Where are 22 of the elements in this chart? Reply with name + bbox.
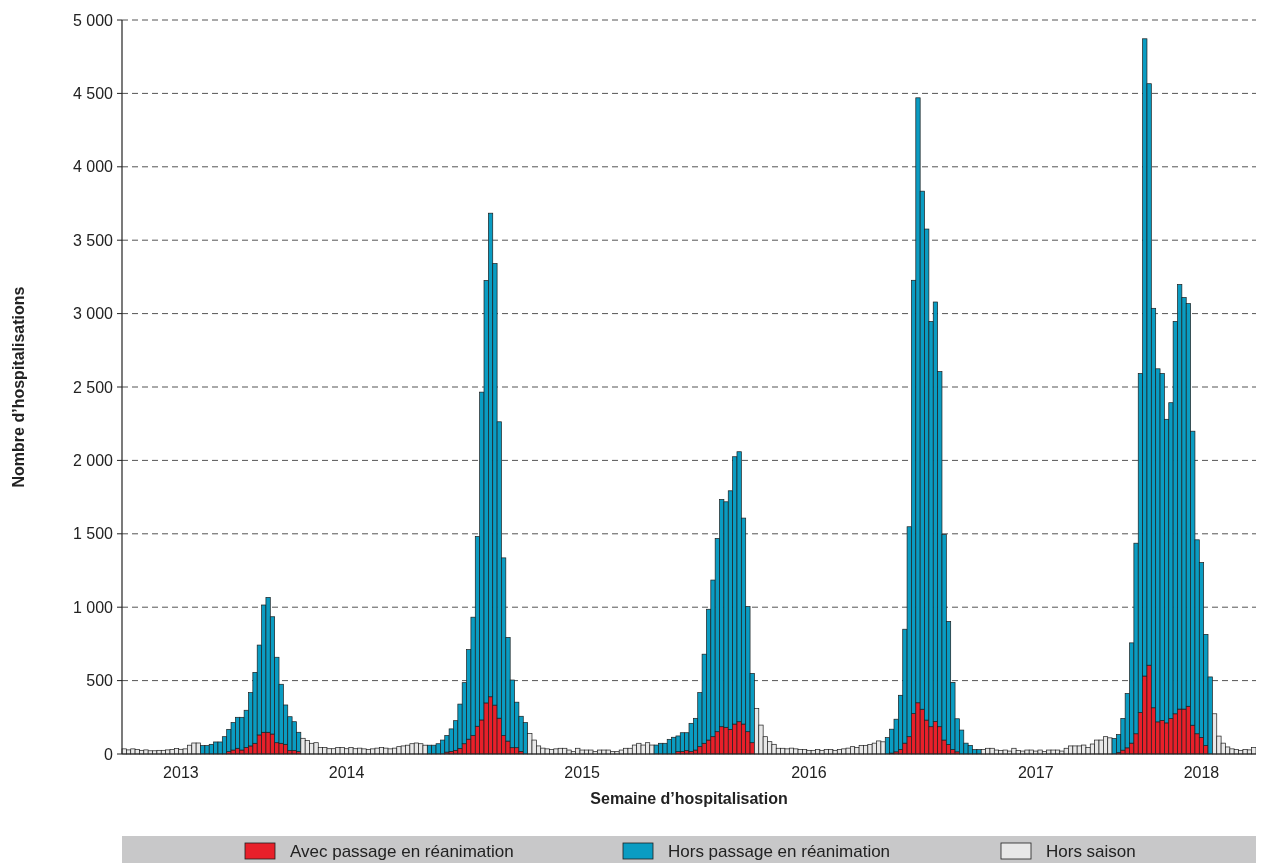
x-tick-label: 2013	[163, 764, 199, 781]
y-tick-label: 4 500	[72, 85, 114, 102]
x-tick-label: 2016	[791, 764, 827, 781]
x-tick-label: 2017	[1017, 764, 1054, 781]
legend-label: Avec passage en réanimation	[290, 841, 514, 861]
x-tick-label: 2014	[328, 764, 365, 781]
y-axis-title: Nombre d’hospitalisations	[10, 286, 27, 488]
x-axis-title: Semaine d’hospitalisation	[590, 790, 788, 807]
y-tick-label: 4 000	[72, 158, 114, 176]
y-tick-label: 3 500	[72, 231, 114, 249]
y-tick-label: 2 500	[72, 378, 114, 396]
x-tick-label: 2015	[564, 764, 601, 781]
y-tick-label: 1 500	[72, 525, 114, 543]
y-tick-label: 2 000	[72, 452, 114, 469]
legend-label: Hors saison	[1046, 841, 1136, 861]
y-tick-label: 0	[104, 745, 114, 763]
x-tick-label: 2018	[1183, 764, 1220, 781]
y-tick-label: 1 000	[72, 598, 114, 616]
y-tick-label: 3 000	[72, 305, 114, 323]
y-tick-label: 500	[86, 672, 114, 690]
legend-label: Hors passage en réanimation	[668, 841, 891, 861]
y-tick-label: 5 000	[72, 11, 114, 29]
